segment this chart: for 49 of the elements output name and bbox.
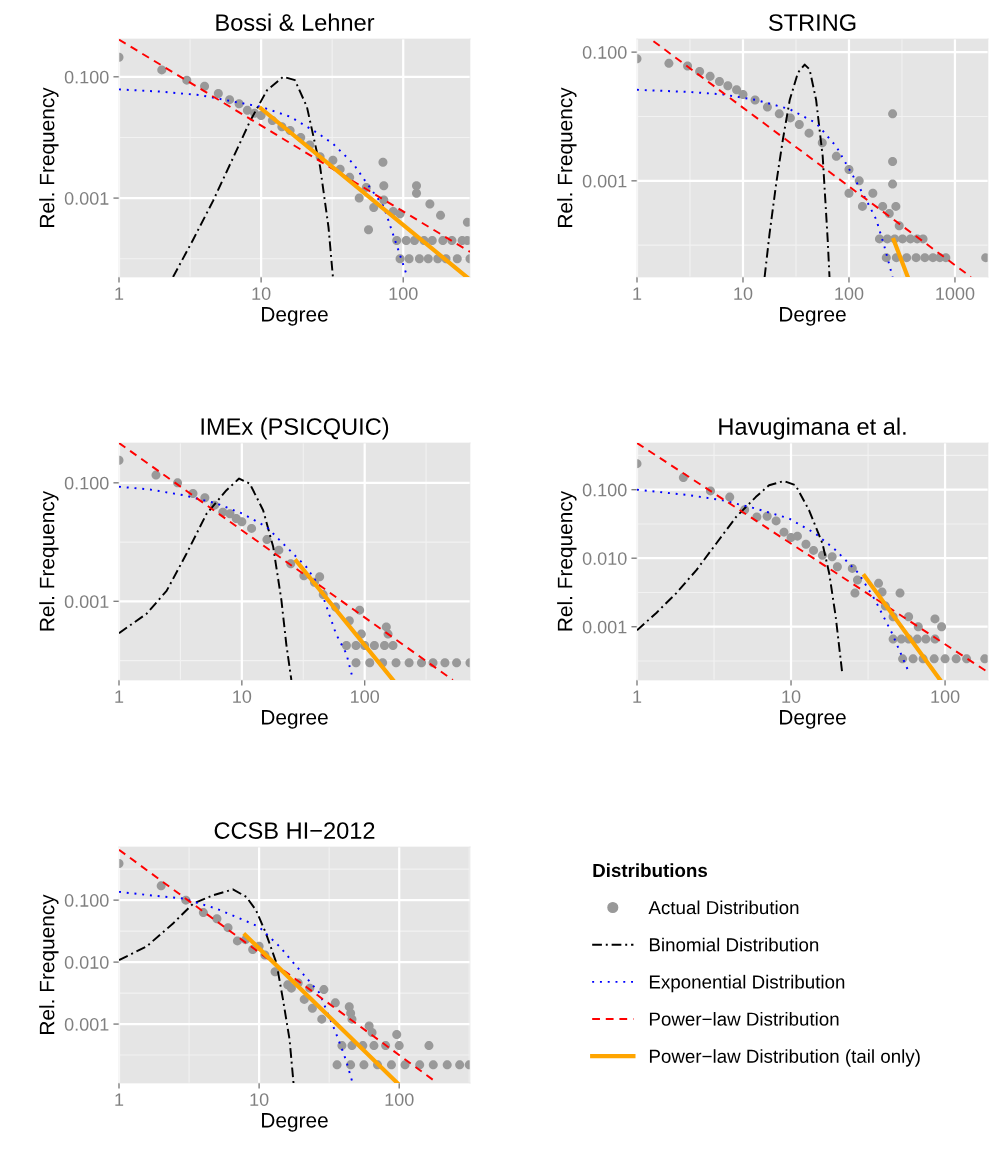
x-axis-title: Degree bbox=[262, 307, 328, 326]
x-tick-label: 100 bbox=[351, 690, 380, 703]
chart-title: Bossi & Lehner bbox=[216, 13, 375, 31]
y-tick-label: 0.001 bbox=[64, 1018, 109, 1031]
legend-label: Actual Distribution bbox=[648, 900, 799, 915]
x-axis-title: Degree bbox=[780, 710, 846, 729]
x-axis-title: Degree bbox=[780, 307, 846, 326]
y-tick-label: 0.100 bbox=[582, 46, 627, 59]
x-tick-label: 100 bbox=[385, 1093, 414, 1106]
x-axis-title: Degree bbox=[262, 1113, 328, 1132]
y-tick-label: 0.100 bbox=[582, 483, 627, 497]
chart-title: CCSB HI−2012 bbox=[214, 822, 375, 839]
y-tick-label: 0.001 bbox=[582, 620, 627, 634]
y-tick-label: 0.100 bbox=[64, 894, 109, 907]
x-tick-label: 10 bbox=[250, 1093, 269, 1106]
legend-label: Power−law Distribution (tail only) bbox=[649, 1049, 920, 1067]
x-tick-label: 1000 bbox=[936, 287, 975, 300]
x-tick-label: 1 bbox=[115, 1093, 124, 1106]
x-tick-label: 100 bbox=[389, 287, 418, 300]
y-axis-title: Rel. Frequency bbox=[557, 490, 577, 631]
chart-title: IMEx (PSICQUIC) bbox=[201, 417, 389, 440]
x-tick-label: 1 bbox=[633, 690, 642, 703]
y-tick-label: 0.100 bbox=[64, 70, 109, 84]
x-tick-label: 10 bbox=[734, 287, 753, 300]
legend-title: Distributions bbox=[593, 863, 708, 878]
chart-title: Havugimana et al. bbox=[719, 417, 906, 440]
legend-label: Power−law Distribution bbox=[649, 1012, 839, 1026]
y-tick-label: 0.010 bbox=[582, 552, 627, 565]
y-tick-label: 0.001 bbox=[582, 174, 627, 188]
y-tick-label: 0.100 bbox=[64, 476, 109, 490]
y-tick-label: 0.001 bbox=[64, 595, 109, 609]
y-axis-title: Rel. Frequency bbox=[557, 87, 577, 227]
y-axis-title: Rel. Frequency bbox=[39, 490, 59, 631]
x-tick-label: 1 bbox=[115, 287, 124, 300]
y-tick-label: 0.001 bbox=[64, 192, 109, 205]
legend-label: Exponential Distribution bbox=[649, 974, 845, 993]
y-tick-label: 0.010 bbox=[64, 956, 109, 969]
legend-label: Binomial Distribution bbox=[649, 937, 819, 952]
x-tick-label: 10 bbox=[233, 690, 252, 703]
y-axis-title: Rel. Frequency bbox=[39, 894, 59, 1034]
chart-title: STRING bbox=[768, 14, 856, 31]
x-tick-label: 10 bbox=[782, 690, 801, 703]
x-tick-label: 10 bbox=[252, 287, 271, 300]
x-tick-label: 100 bbox=[931, 690, 960, 703]
x-tick-label: 100 bbox=[835, 287, 864, 300]
x-tick-label: 1 bbox=[633, 287, 642, 300]
y-axis-title: Rel. Frequency bbox=[39, 87, 59, 227]
x-axis-title: Degree bbox=[262, 710, 328, 729]
x-tick-label: 1 bbox=[115, 690, 124, 703]
